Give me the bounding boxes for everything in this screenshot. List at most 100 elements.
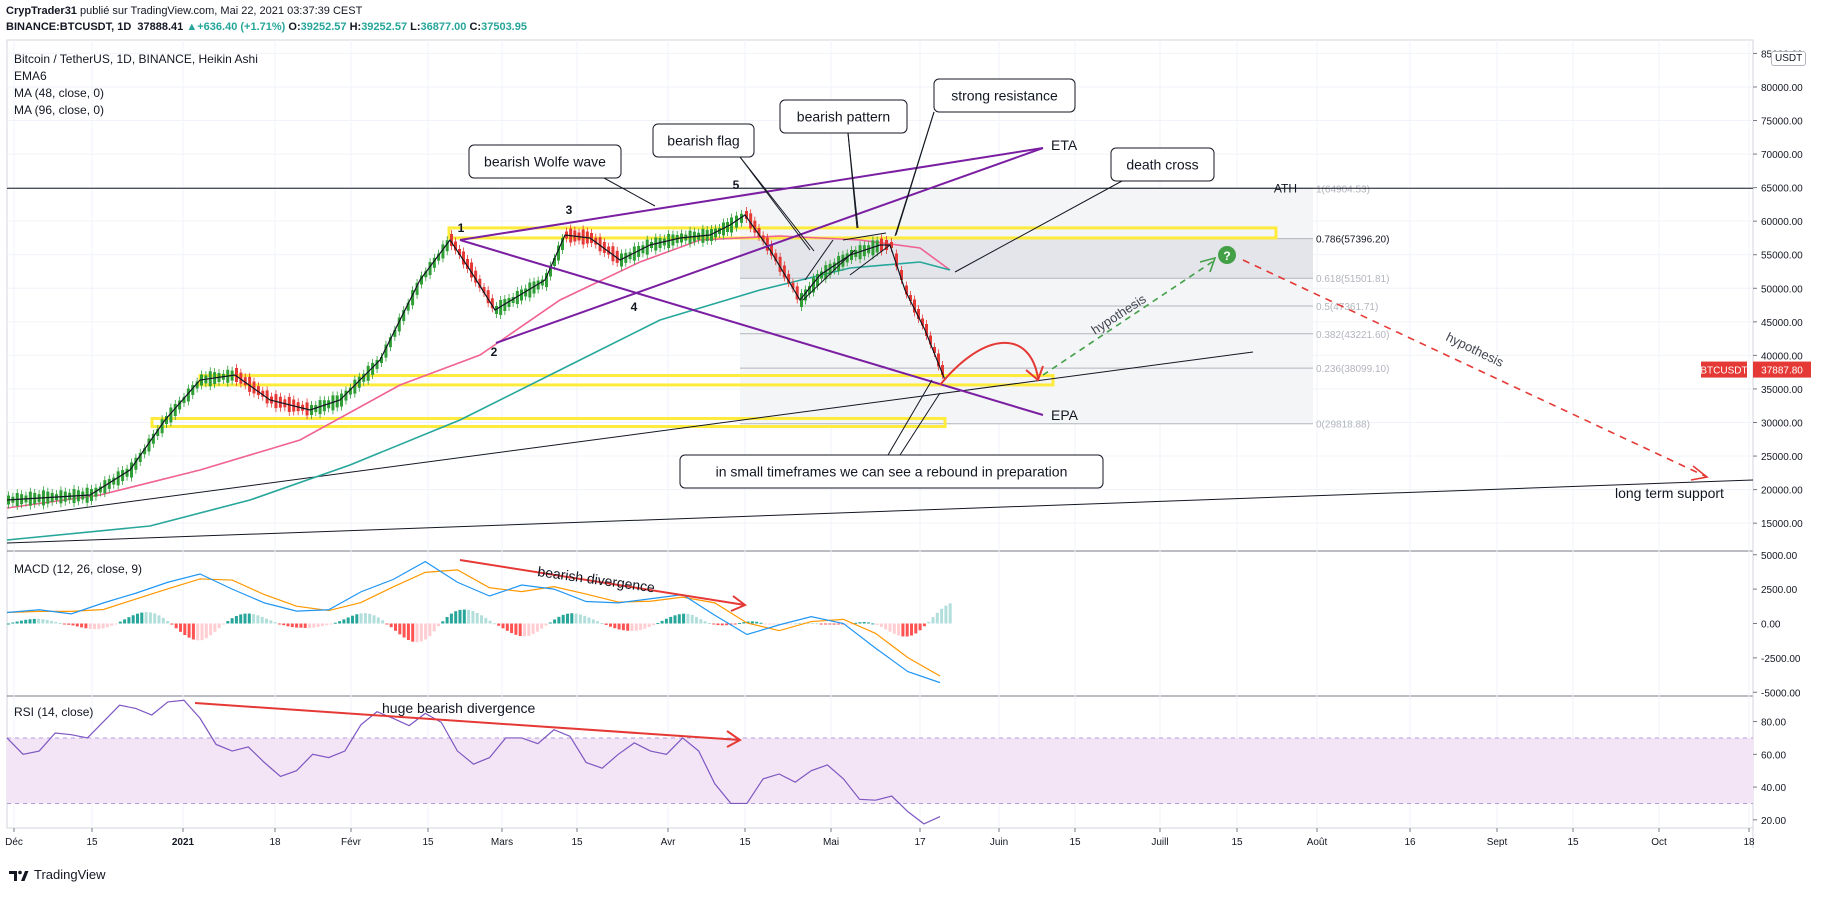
macd-histogram-bar bbox=[303, 623, 307, 628]
macd-histogram-bar bbox=[161, 617, 165, 624]
macd-histogram-bar bbox=[935, 612, 939, 624]
time-tick-label: 15 bbox=[422, 837, 434, 848]
macd-histogram-bar bbox=[239, 614, 243, 624]
macd-histogram-bar bbox=[381, 620, 385, 624]
main-legend[interactable]: Bitcoin / TetherUS, 1D, BINANCE, Heikin … bbox=[14, 52, 258, 66]
macd-histogram-bar bbox=[389, 623, 393, 628]
question-icon bbox=[1218, 246, 1236, 264]
time-tick-label: 15 bbox=[571, 837, 583, 848]
candle bbox=[722, 222, 725, 236]
candle bbox=[151, 433, 155, 444]
macd-histogram-bar bbox=[566, 613, 569, 624]
candle bbox=[812, 277, 815, 293]
rsi-tick-label: 80.00 bbox=[1761, 718, 1786, 729]
fib-level-label: 0.5(47361.71) bbox=[1316, 302, 1378, 313]
macd-histogram-bar bbox=[217, 623, 221, 629]
candle bbox=[909, 295, 912, 301]
macd-histogram-bar bbox=[854, 622, 858, 624]
macd-histogram-bar bbox=[230, 618, 234, 624]
resistance-callout-text: strong resistance bbox=[951, 88, 1058, 104]
macd-histogram-bar bbox=[312, 623, 316, 628]
macd-histogram-bar bbox=[148, 612, 152, 624]
rsi-legend[interactable]: RSI (14, close) bbox=[14, 705, 94, 719]
candle bbox=[340, 393, 343, 407]
price-tick-label: 35000.00 bbox=[1761, 385, 1803, 396]
candle bbox=[557, 245, 560, 261]
macd-histogram-bar bbox=[578, 614, 582, 624]
macd-histogram-bar bbox=[841, 623, 845, 625]
time-tick-label: Juill bbox=[1151, 837, 1168, 848]
macd-histogram-bar bbox=[772, 623, 776, 625]
macd-histogram-bar bbox=[247, 613, 251, 624]
macd-histogram-bar bbox=[157, 615, 161, 624]
candle bbox=[490, 298, 494, 309]
candle bbox=[890, 242, 893, 248]
macd-histogram-bar bbox=[75, 623, 79, 627]
candle bbox=[791, 282, 795, 289]
price-tick-label: 80000.00 bbox=[1761, 83, 1803, 94]
macd-histogram-bar bbox=[725, 623, 729, 626]
macd-histogram-bar bbox=[80, 623, 84, 628]
last-price: 37888.41 bbox=[137, 21, 184, 33]
candle bbox=[765, 237, 769, 251]
candle bbox=[130, 462, 133, 478]
candle bbox=[757, 228, 761, 237]
macd-histogram-bar bbox=[308, 623, 311, 628]
ma48-legend[interactable]: MA (48, close, 0) bbox=[14, 86, 105, 100]
time-tick-label: 16 bbox=[1404, 837, 1416, 848]
candle bbox=[520, 289, 523, 301]
time-tick-label: Avr bbox=[661, 837, 676, 848]
macd-histogram-bar bbox=[720, 623, 724, 626]
candle bbox=[420, 275, 423, 285]
publisher-name: CrypTrader31 bbox=[6, 5, 77, 17]
candle bbox=[740, 213, 743, 223]
macd-histogram-bar bbox=[114, 623, 118, 625]
macd-histogram-bar bbox=[213, 623, 217, 632]
macd-histogram-bar bbox=[862, 621, 866, 624]
macd-histogram-bar bbox=[45, 619, 49, 624]
macd-divergence-label: bearish divergence bbox=[537, 563, 657, 595]
macd-histogram-bar bbox=[712, 623, 716, 625]
candle bbox=[428, 262, 432, 276]
death-cross-callout-text: death cross bbox=[1126, 157, 1198, 173]
ema-legend[interactable]: EMA6 bbox=[14, 69, 47, 83]
candle bbox=[515, 291, 519, 304]
macd-histogram-bar bbox=[299, 623, 303, 628]
wolfe-point-label: 5 bbox=[733, 178, 740, 192]
macd-histogram-bar bbox=[776, 623, 780, 625]
macd-histogram-bar bbox=[910, 623, 913, 636]
price-change: +636.40 (+1.71%) bbox=[197, 21, 286, 33]
footer-brand[interactable]: TradingView bbox=[8, 867, 106, 882]
candle bbox=[182, 397, 186, 403]
candle bbox=[808, 286, 811, 294]
candle bbox=[632, 246, 636, 261]
macd-histogram-bar bbox=[510, 623, 514, 634]
candle bbox=[160, 419, 164, 434]
macd-histogram-bar bbox=[879, 623, 883, 628]
macd-histogram-bar bbox=[673, 615, 677, 624]
macd-histogram-bar bbox=[226, 621, 230, 624]
candle bbox=[248, 376, 252, 392]
candle bbox=[495, 306, 498, 314]
macd-histogram-bar bbox=[892, 623, 896, 634]
candle bbox=[726, 222, 729, 232]
macd-histogram-bar bbox=[798, 622, 802, 624]
macd-legend[interactable]: MACD (12, 26, close, 9) bbox=[14, 562, 143, 576]
macd-histogram-bar bbox=[763, 623, 767, 625]
wolfe-point-label: 1 bbox=[458, 221, 465, 235]
ma96-legend[interactable]: MA (96, close, 0) bbox=[14, 103, 105, 117]
candle bbox=[165, 416, 168, 424]
time-tick-label: Sept bbox=[1487, 837, 1508, 848]
candle bbox=[745, 211, 748, 219]
candle bbox=[362, 373, 366, 382]
candle bbox=[458, 249, 461, 255]
currency-button[interactable]: USDT bbox=[1771, 51, 1807, 66]
macd-histogram-bar bbox=[660, 620, 664, 624]
wolfe-callout-box bbox=[468, 144, 622, 179]
candle bbox=[107, 478, 111, 489]
macd-histogram-bar bbox=[88, 623, 92, 629]
macd-histogram-bar bbox=[884, 623, 888, 630]
macd-histogram-bar bbox=[531, 623, 535, 635]
macd-histogram-bar bbox=[415, 623, 419, 643]
